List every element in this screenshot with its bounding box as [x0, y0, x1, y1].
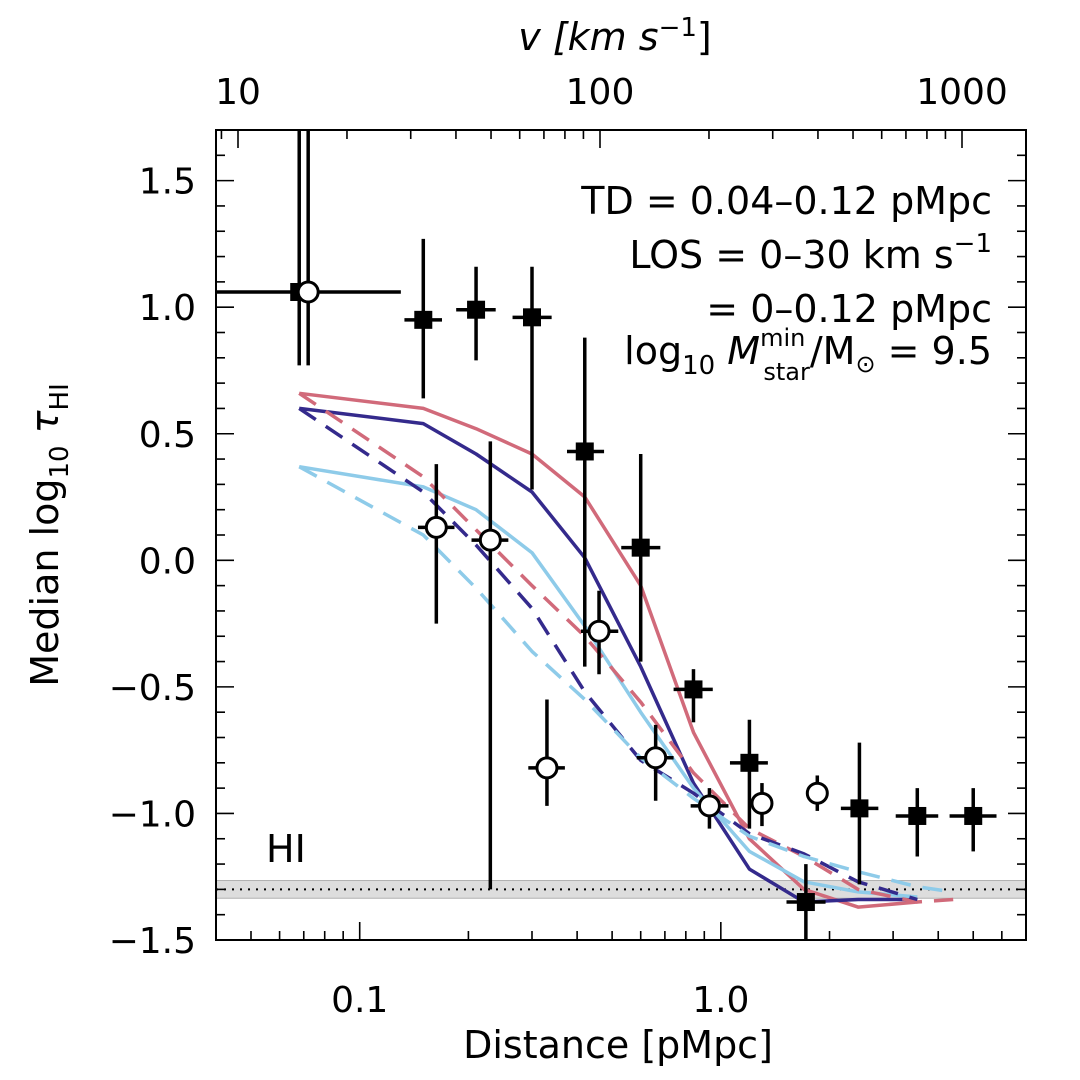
- axis-ticks: [215, 129, 1027, 941]
- model-lines: [298, 391, 954, 909]
- top-tick-label: 1000: [916, 72, 1008, 113]
- top-tick-label: 100: [566, 72, 635, 113]
- top-axis-title: v [km s−1]: [518, 13, 711, 59]
- square-marker: [740, 753, 759, 772]
- data-markers: [290, 280, 983, 912]
- annotation-line-4: log10 Mmin star/M⊙ = 9.5: [624, 324, 992, 386]
- annotation-line-2: LOS = 0–30 km s−1: [629, 229, 992, 277]
- tick-labels: 0.1 1.0 10 100 1000 1.5 1.0 0.5 0.0 −0.5 −1.0 −1.5: [109, 72, 1008, 1021]
- model-line-6: [298, 465, 954, 894]
- x-tick-label: 0.1: [331, 980, 388, 1021]
- y-tick-label: −0.5: [109, 668, 196, 709]
- annotation-line-3: = 0–0.12 pMpc: [706, 287, 992, 331]
- circle-marker: [750, 791, 774, 815]
- y-axis-title: Median log10 τHI: [23, 383, 75, 687]
- y-tick-label: −1.5: [109, 921, 196, 962]
- model-line-4: [298, 391, 954, 904]
- square-marker: [684, 680, 703, 699]
- square-marker: [964, 806, 983, 825]
- hi-label: HI: [266, 827, 306, 871]
- circle-marker: [805, 781, 829, 805]
- annotation-line-1: TD = 0.04–0.12 pMpc: [580, 179, 992, 223]
- model-line-3: [298, 464, 918, 899]
- square-marker: [908, 806, 927, 825]
- circle-marker: [697, 794, 721, 818]
- circle-marker: [587, 619, 611, 643]
- square-marker: [522, 308, 541, 327]
- y-tick-label: 0.5: [139, 415, 196, 456]
- y-tick-label: −1.0: [109, 794, 196, 835]
- square-marker: [796, 893, 815, 912]
- circle-marker: [535, 756, 559, 780]
- circle-marker: [478, 528, 502, 552]
- y-tick-label: 0.0: [139, 541, 196, 582]
- x-tick-label: 1.0: [692, 980, 749, 1021]
- x-axis-title: Distance [pMpc]: [463, 1023, 773, 1067]
- circle-marker: [424, 515, 448, 539]
- circle-marker: [644, 746, 668, 770]
- y-tick-label: 1.5: [139, 162, 196, 203]
- y-tick-label: 1.0: [139, 288, 196, 329]
- square-marker: [631, 538, 650, 557]
- model-line-5: [298, 406, 918, 902]
- circle-marker: [296, 280, 320, 304]
- square-marker: [467, 300, 486, 319]
- square-marker: [575, 442, 594, 461]
- square-marker: [414, 310, 433, 329]
- square-marker: [850, 799, 869, 818]
- top-tick-label: 10: [215, 72, 261, 113]
